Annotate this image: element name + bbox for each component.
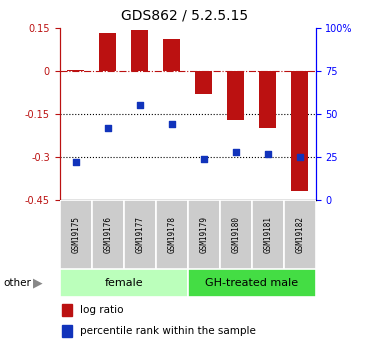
Bar <box>156 200 188 269</box>
Bar <box>284 200 316 269</box>
Bar <box>252 200 284 269</box>
Bar <box>99 33 117 71</box>
Bar <box>92 200 124 269</box>
Bar <box>187 200 220 269</box>
Text: female: female <box>104 278 143 288</box>
Text: log ratio: log ratio <box>80 305 124 315</box>
Bar <box>62 304 72 316</box>
Text: other: other <box>4 278 32 288</box>
Text: GDS862 / 5.2.5.15: GDS862 / 5.2.5.15 <box>121 9 248 23</box>
Text: GSM19175: GSM19175 <box>71 216 80 253</box>
Point <box>137 102 143 108</box>
Text: ▶: ▶ <box>33 276 42 289</box>
Bar <box>124 200 156 269</box>
Text: GSM19180: GSM19180 <box>231 216 240 253</box>
Text: GH-treated male: GH-treated male <box>205 278 298 288</box>
Bar <box>131 30 149 71</box>
Text: GSM19182: GSM19182 <box>295 216 304 253</box>
Bar <box>187 269 316 297</box>
Bar <box>291 71 308 191</box>
Bar <box>62 325 72 337</box>
Text: GSM19181: GSM19181 <box>263 216 272 253</box>
Point <box>264 151 271 156</box>
Text: GSM19176: GSM19176 <box>103 216 112 253</box>
Point <box>169 121 175 127</box>
Point <box>73 159 79 165</box>
Text: percentile rank within the sample: percentile rank within the sample <box>80 326 256 336</box>
Bar <box>163 39 181 71</box>
Bar <box>60 269 187 297</box>
Point <box>105 125 111 130</box>
Bar <box>259 71 276 128</box>
Text: GSM19178: GSM19178 <box>167 216 176 253</box>
Point <box>296 154 303 160</box>
Point <box>201 156 207 161</box>
Text: GSM19179: GSM19179 <box>199 216 208 253</box>
Point <box>233 149 239 155</box>
Bar <box>60 200 92 269</box>
Bar <box>195 71 213 94</box>
Bar <box>220 200 252 269</box>
Text: GSM19177: GSM19177 <box>135 216 144 253</box>
Bar <box>227 71 244 120</box>
